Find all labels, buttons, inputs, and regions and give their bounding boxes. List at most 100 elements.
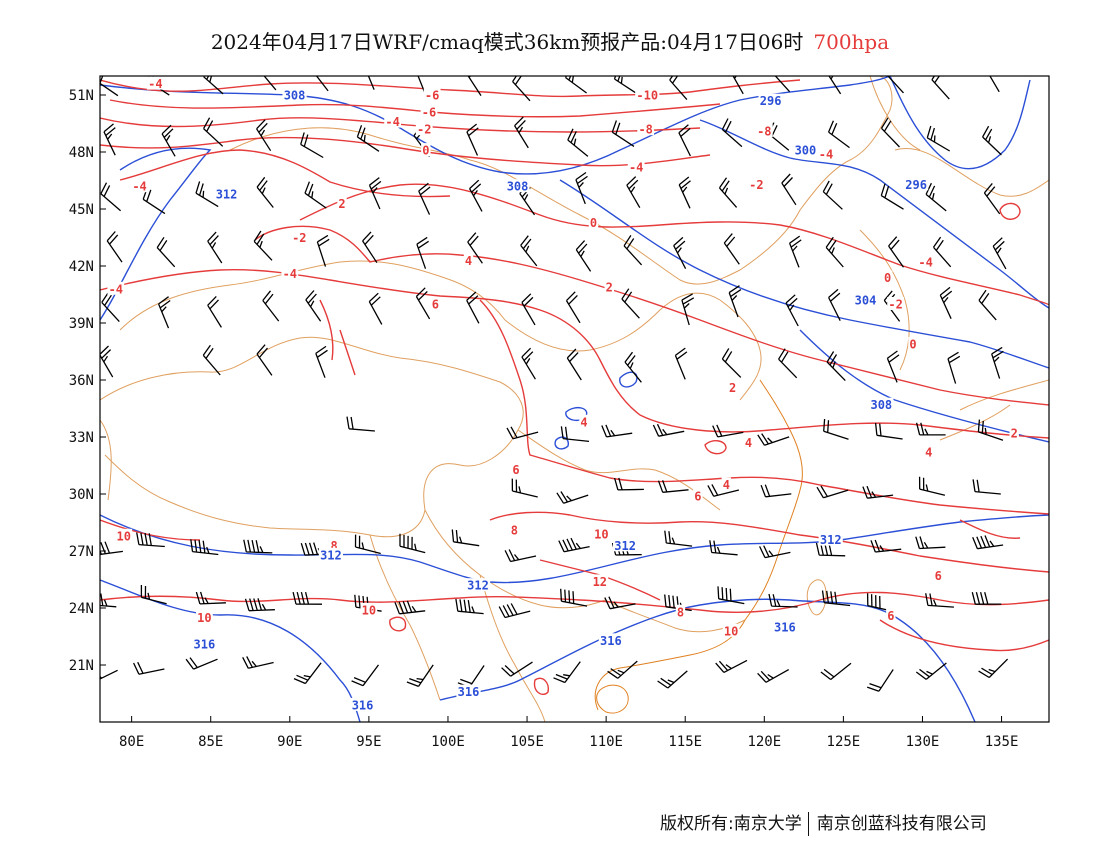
temperature-label-bg (933, 568, 943, 582)
wind-barb-shaft (991, 346, 1004, 379)
wind-barb (989, 76, 1000, 93)
wind-barb (823, 418, 849, 440)
wind-barb-shaft (862, 485, 894, 499)
wind-barb (826, 351, 846, 382)
temperature-label-bg (693, 488, 703, 502)
wind-barb (887, 76, 904, 94)
wind-barb (883, 290, 901, 322)
wind-barb-shaft (244, 598, 275, 612)
wind-barb (256, 119, 272, 152)
wind-barb (455, 598, 484, 615)
wind-barb-shaft (203, 76, 224, 95)
temperature-label: 6 (512, 463, 519, 477)
wind-barb-shaft (785, 294, 799, 327)
wind-barb (626, 176, 641, 209)
korea-coast (859, 229, 910, 371)
wind-barb (156, 236, 176, 268)
wind-barb-shaft (624, 351, 642, 383)
wind-barb (556, 491, 589, 504)
temperature-label: 10 (594, 527, 608, 541)
wind-barb-shaft (715, 659, 748, 673)
wind-barb-shaft (613, 477, 644, 491)
wind-barb (356, 125, 380, 152)
temperature-label: 0 (884, 271, 891, 285)
wind-barb-shaft (664, 530, 693, 547)
wind-barb (991, 346, 1004, 379)
temp-line-s-east (879, 619, 1049, 652)
wind-barb-shaft (565, 291, 581, 324)
lat-tick-label: 27N (69, 544, 94, 560)
wind-barb (394, 600, 426, 615)
temperature-label: 8 (330, 539, 337, 553)
wind-barb (932, 236, 952, 268)
wind-barb-shaft (788, 235, 802, 268)
height-label: 312 (216, 187, 238, 201)
wind-barb-shaft (972, 479, 1001, 495)
wind-barb-shaft (673, 236, 687, 269)
temp-line-n5 (119, 149, 451, 198)
wind-barb-shaft (367, 76, 375, 90)
lat-tick-label: 51N (69, 88, 94, 104)
wind-barb (242, 656, 274, 669)
wind-barb-shaft (195, 591, 226, 605)
wind-barb-shaft (256, 119, 272, 152)
temperature-label: -8 (638, 123, 652, 137)
height-label-bg (758, 93, 783, 107)
temperature-label-bg (908, 336, 918, 350)
wind-barb-shaft (717, 586, 745, 605)
mongolia-boundary (229, 127, 741, 285)
wind-barb-shaft (362, 231, 378, 264)
wind-barb-shaft (621, 288, 640, 319)
wind-barb-shaft (100, 593, 117, 608)
temp-ring-4 (533, 677, 550, 696)
wind-barb (874, 422, 903, 440)
temperature-label-bg (721, 477, 732, 491)
wind-barb (825, 236, 844, 268)
temp-line-8 (489, 511, 1049, 573)
temperature-label: 10 (197, 611, 211, 625)
wind-barb (351, 664, 380, 687)
temperature-label: 4 (723, 478, 730, 492)
temperature-label-bg (579, 414, 589, 428)
temperature-label: -4 (109, 282, 123, 296)
wind-barb (652, 423, 685, 437)
wind-barb-shaft (781, 173, 797, 206)
height-label-bg (214, 186, 239, 200)
wind-barb (607, 660, 638, 679)
wind-barb (712, 424, 744, 438)
wind-barb-shaft (514, 116, 529, 149)
temperature-label: 4 (925, 446, 932, 460)
wind-barb (939, 286, 953, 319)
wind-barb (601, 424, 633, 438)
wind-barb (972, 479, 1001, 495)
hainan-coast (596, 684, 629, 714)
sichuan-boundary (517, 429, 721, 511)
temperature-label-bg (727, 380, 738, 394)
wind-barb (657, 480, 689, 493)
temperature-label: -6 (425, 89, 439, 103)
wind-barb-shaft (498, 603, 531, 619)
wind-barb-shaft (100, 182, 122, 212)
wind-barb-shaft (821, 590, 851, 607)
lon-tick-label: 125E (827, 734, 861, 750)
temperature-label: -10 (636, 89, 658, 103)
wind-barb (880, 183, 904, 210)
wind-barb (673, 236, 687, 269)
temp-line-n2 (109, 99, 721, 118)
wind-barb (926, 125, 951, 152)
wind-barb (870, 539, 902, 553)
temperature-label-bg (886, 608, 896, 622)
temperature-label-bg (887, 297, 904, 310)
height-296-east (889, 76, 1031, 170)
wind-barb-shaft (778, 348, 798, 379)
temperature-label: 0 (590, 216, 597, 230)
wind-barb (207, 231, 223, 264)
wind-barb-shaft (416, 236, 429, 269)
boundary-lines (100, 76, 1049, 722)
wind-barb (416, 236, 429, 269)
wind-barb (828, 120, 850, 149)
temperature-label-bg (329, 538, 339, 552)
temperature-label: -4 (283, 267, 297, 281)
plot-frame (99, 75, 1050, 723)
